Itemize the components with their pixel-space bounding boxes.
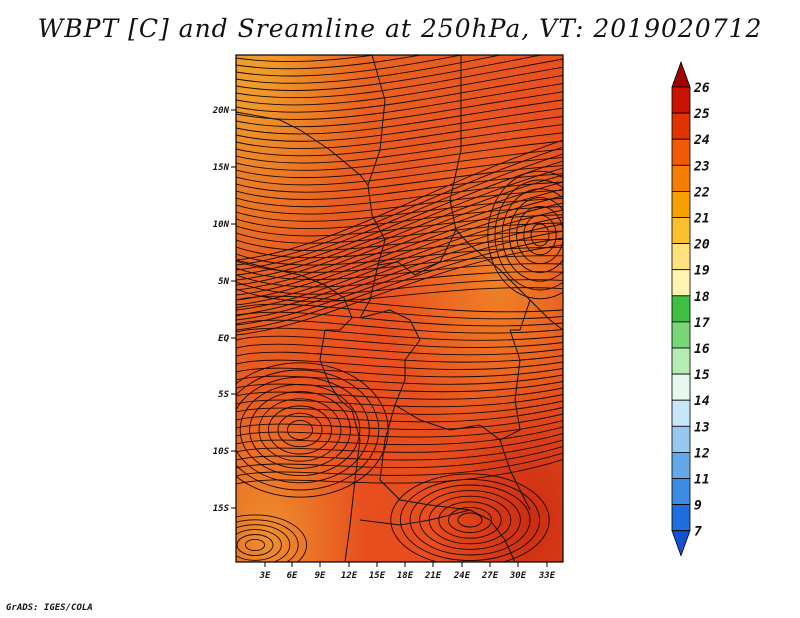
colorbar-swatch: [671, 217, 691, 245]
colorbar-swatch: [671, 504, 691, 532]
lon-tick-label: 33E: [538, 571, 556, 581]
latitude-axis: 20N 15N 10N 5N EQ 5S 10S 15S: [212, 106, 236, 514]
colorbar-label: 11: [694, 473, 710, 488]
colorbar-swatch: [671, 425, 691, 453]
country-borders: [236, 55, 563, 562]
colorbar-swatch: [671, 190, 691, 218]
colorbar-label: 23: [693, 159, 710, 174]
colorbar-label: 21: [693, 212, 710, 227]
colorbar-label: 22: [693, 185, 710, 200]
lat-tick-label: 10S: [213, 447, 230, 457]
lon-tick-label: 6E: [287, 571, 298, 581]
colorbar-cap-top: [671, 60, 691, 88]
lon-tick-label: 30E: [509, 571, 527, 581]
streamlines: [236, 55, 563, 562]
colorbar-swatch: [671, 373, 691, 401]
lat-tick-label: 5N: [218, 277, 229, 287]
colorbar-swatch: [671, 295, 691, 323]
lon-tick-label: 27E: [481, 571, 499, 581]
colorbar-swatch: [671, 478, 691, 506]
colorbar-label: 14: [694, 394, 710, 409]
colorbar: 26 25 24 23 22 21 20 19 18 17 16 15 14 13 12 11 9 7: [671, 60, 710, 557]
colorbar-label: 25: [693, 107, 710, 122]
chart-title: WBPT [C] and Sreamline at 250hPa, VT: 20…: [37, 14, 763, 43]
colorbar-swatch: [671, 399, 691, 427]
colorbar-label: 18: [694, 290, 710, 305]
colorbar-swatch: [671, 138, 691, 166]
lon-tick-label: 18E: [397, 571, 414, 581]
colorbar-label: 26: [693, 81, 710, 96]
colorbar-label: 13: [694, 420, 710, 435]
longitude-axis: 3E 6E 9E 12E 15E 18E 21E 24E 27E 30E 33E: [259, 562, 556, 581]
colorbar-label: 20: [693, 238, 710, 253]
colorbar-cap-bottom: [671, 530, 691, 557]
grads-credit: GrADS: IGES/COLA: [6, 603, 93, 613]
colorbar-label: 7: [694, 525, 702, 540]
colorbar-label: 15: [694, 368, 710, 383]
lat-tick-label: 10N: [213, 220, 230, 230]
colorbar-swatch: [671, 269, 691, 297]
colorbar-label: 24: [693, 133, 710, 148]
colorbar-swatch: [671, 321, 691, 349]
colorbar-swatch: [671, 112, 691, 140]
colorbar-swatch: [671, 164, 691, 192]
colorbar-swatch: [671, 86, 691, 114]
lon-tick-label: 9E: [315, 571, 326, 581]
colorbar-label: 17: [694, 316, 710, 331]
lat-tick-label: EQ: [218, 334, 229, 344]
lon-tick-label: 24E: [453, 571, 471, 581]
colorbar-swatch: [671, 451, 691, 479]
colorbar-label: 19: [694, 264, 710, 279]
map-frame: [235, 54, 564, 563]
lon-tick-label: 15E: [369, 571, 386, 581]
lat-tick-label: 15S: [213, 504, 230, 514]
colorbar-label: 9: [694, 499, 702, 514]
colorbar-swatch: [671, 243, 691, 271]
lon-tick-label: 12E: [341, 571, 358, 581]
colorbar-label: 16: [694, 342, 710, 357]
lon-tick-label: 3E: [259, 571, 271, 581]
lon-tick-label: 21E: [424, 571, 442, 581]
lat-tick-label: 20N: [212, 106, 230, 116]
colorbar-swatch: [671, 347, 691, 375]
lat-tick-label: 15N: [213, 163, 230, 173]
lat-tick-label: 5S: [218, 390, 229, 400]
colorbar-label: 12: [694, 446, 710, 461]
